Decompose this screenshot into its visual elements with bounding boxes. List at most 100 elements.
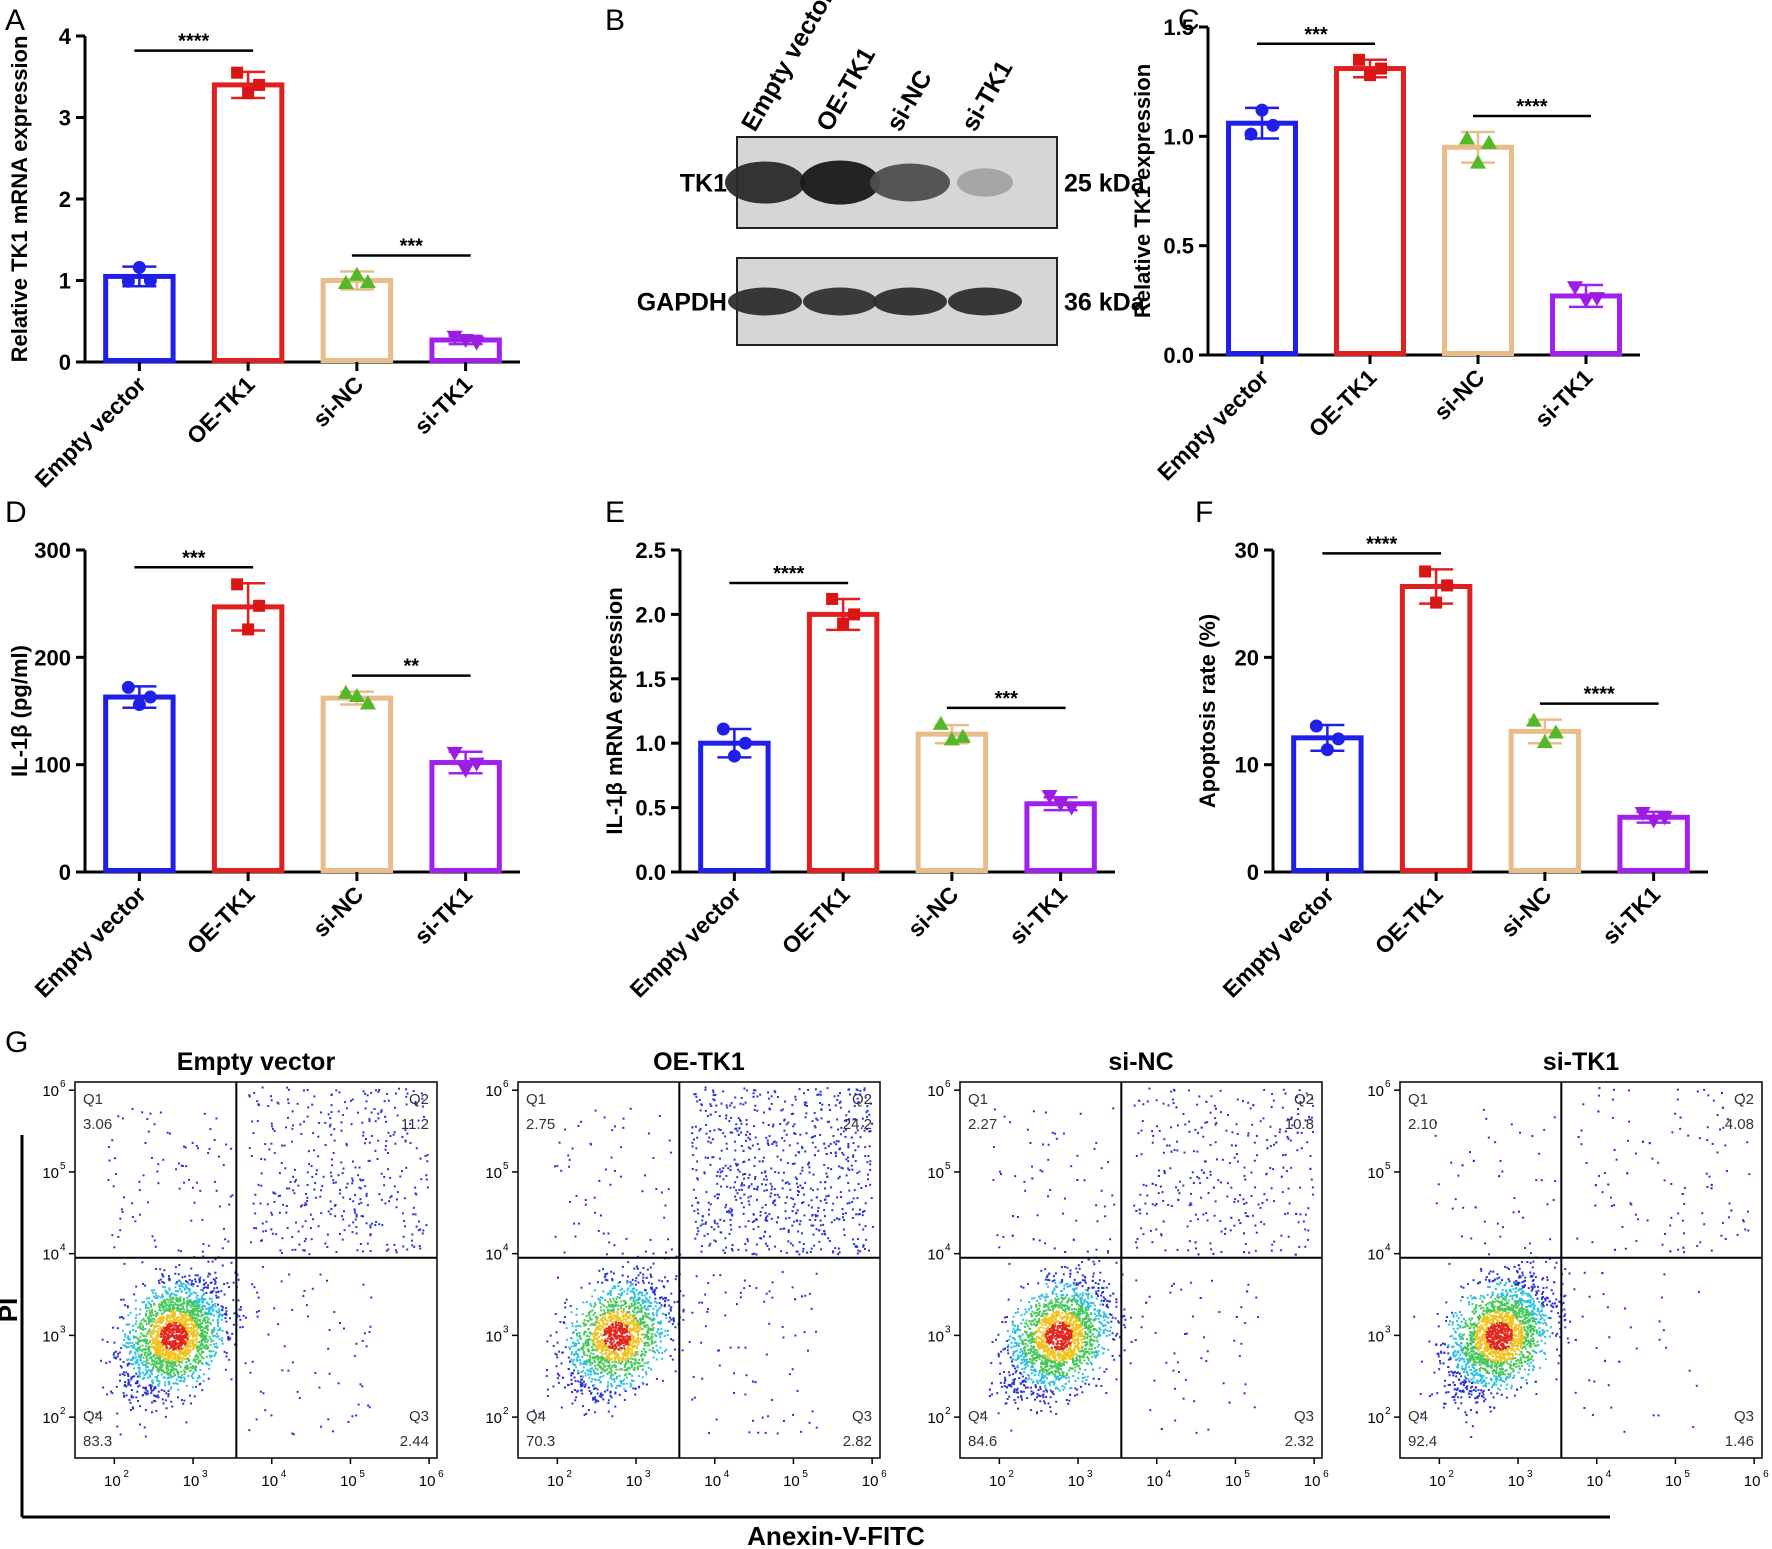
- flow-event: [714, 1093, 717, 1096]
- flow-event: [116, 1425, 119, 1428]
- data-point: [242, 87, 255, 100]
- flow-event: [621, 1265, 624, 1268]
- flow-event: [149, 1376, 152, 1379]
- flow-event: [637, 1307, 640, 1310]
- flow-event: [185, 1361, 188, 1364]
- flow-event: [740, 1188, 743, 1191]
- flow-event: [629, 1340, 632, 1343]
- flow-event: [213, 1329, 216, 1332]
- flow-event: [199, 1276, 202, 1279]
- flow-event: [190, 1402, 193, 1405]
- flow-event: [263, 1158, 266, 1161]
- flow-event: [138, 1384, 141, 1387]
- flow-event: [709, 1141, 712, 1144]
- flow-event: [404, 1139, 407, 1142]
- flow-event: [626, 1350, 629, 1353]
- flow-event: [591, 1322, 594, 1325]
- flow-event: [794, 1154, 797, 1157]
- flow-event: [129, 1330, 132, 1333]
- flow-event: [634, 1352, 637, 1355]
- flow-event: [815, 1426, 818, 1429]
- flow-event: [207, 1284, 210, 1287]
- flow-event: [180, 1376, 183, 1379]
- flow-event: [150, 1346, 153, 1349]
- flow-event: [183, 1340, 186, 1343]
- flow-event: [188, 1303, 191, 1306]
- flow-event: [757, 1225, 760, 1228]
- flow-event: [150, 1331, 153, 1334]
- flow-event: [781, 1271, 784, 1274]
- flow-event: [205, 1338, 208, 1341]
- flow-event: [610, 1352, 613, 1355]
- flow-event: [228, 1358, 231, 1361]
- flow-event: [748, 1185, 751, 1188]
- flow-event: [261, 1266, 264, 1269]
- flow-event: [197, 1301, 200, 1304]
- flow-event: [787, 1231, 790, 1234]
- flow-event: [129, 1311, 132, 1314]
- flow-event: [705, 1132, 708, 1135]
- x-tick-label: Empty vector: [29, 371, 150, 492]
- flow-event: [612, 1340, 615, 1343]
- flow-event: [783, 1129, 786, 1132]
- flow-event: [176, 1316, 179, 1319]
- flow-event: [647, 1308, 650, 1311]
- flow-event: [184, 1280, 187, 1283]
- x-tick-label: si-TK1: [1529, 364, 1597, 432]
- flow-event: [156, 1296, 159, 1299]
- flow-event: [111, 1139, 114, 1142]
- flow-event: [138, 1366, 141, 1369]
- flow-event: [186, 1331, 189, 1334]
- flow-event: [140, 1362, 143, 1365]
- flow-event: [159, 1111, 162, 1114]
- flow-event: [639, 1317, 642, 1320]
- flow-event: [156, 1379, 159, 1382]
- flow-event: [173, 1302, 176, 1305]
- flow-event: [193, 1313, 196, 1316]
- flow-event: [138, 1368, 141, 1371]
- flow-event: [186, 1357, 189, 1360]
- flow-event: [744, 1243, 747, 1246]
- y-axis-label: Apoptosis rate (%): [1195, 614, 1220, 808]
- data-point: [1063, 801, 1080, 816]
- flow-event: [735, 1162, 738, 1165]
- flow-event: [209, 1343, 212, 1346]
- flow-event: [199, 1327, 202, 1330]
- flow-event: [154, 1245, 157, 1248]
- flow-event: [803, 1101, 806, 1104]
- flow-event: [199, 1298, 202, 1301]
- flow-event: [409, 1142, 412, 1145]
- flow-event: [169, 1387, 172, 1390]
- flow-event: [167, 1327, 170, 1330]
- flow-event: [770, 1167, 773, 1170]
- flow-event: [176, 1282, 179, 1285]
- flow-event: [204, 1361, 207, 1364]
- flow-event: [217, 1296, 220, 1299]
- flow-event: [618, 1330, 621, 1333]
- flow-event: [203, 1327, 206, 1330]
- data-point: [1578, 294, 1594, 309]
- flow-event: [287, 1102, 290, 1105]
- flow-event: [163, 1329, 166, 1332]
- flow-event: [612, 1309, 615, 1312]
- flow-event: [785, 1217, 788, 1220]
- flow-event: [405, 1103, 408, 1106]
- flow-event: [557, 1381, 560, 1384]
- flow-event: [365, 1100, 368, 1103]
- flow-event: [176, 1354, 179, 1357]
- flow-event: [837, 1128, 840, 1131]
- flow-event: [735, 1303, 738, 1306]
- flow-event: [745, 1374, 748, 1377]
- flow-event: [138, 1353, 141, 1356]
- flow-event: [156, 1333, 159, 1336]
- flow-event: [163, 1331, 166, 1334]
- flow-event: [204, 1281, 207, 1284]
- flow-event: [819, 1181, 822, 1184]
- flow-event: [302, 1249, 305, 1252]
- flow-event: [587, 1342, 590, 1345]
- flow-event: [326, 1245, 329, 1248]
- flow-event: [228, 1338, 231, 1341]
- flow-event: [153, 1329, 156, 1332]
- flow-event: [570, 1353, 573, 1356]
- flow-event: [396, 1114, 399, 1117]
